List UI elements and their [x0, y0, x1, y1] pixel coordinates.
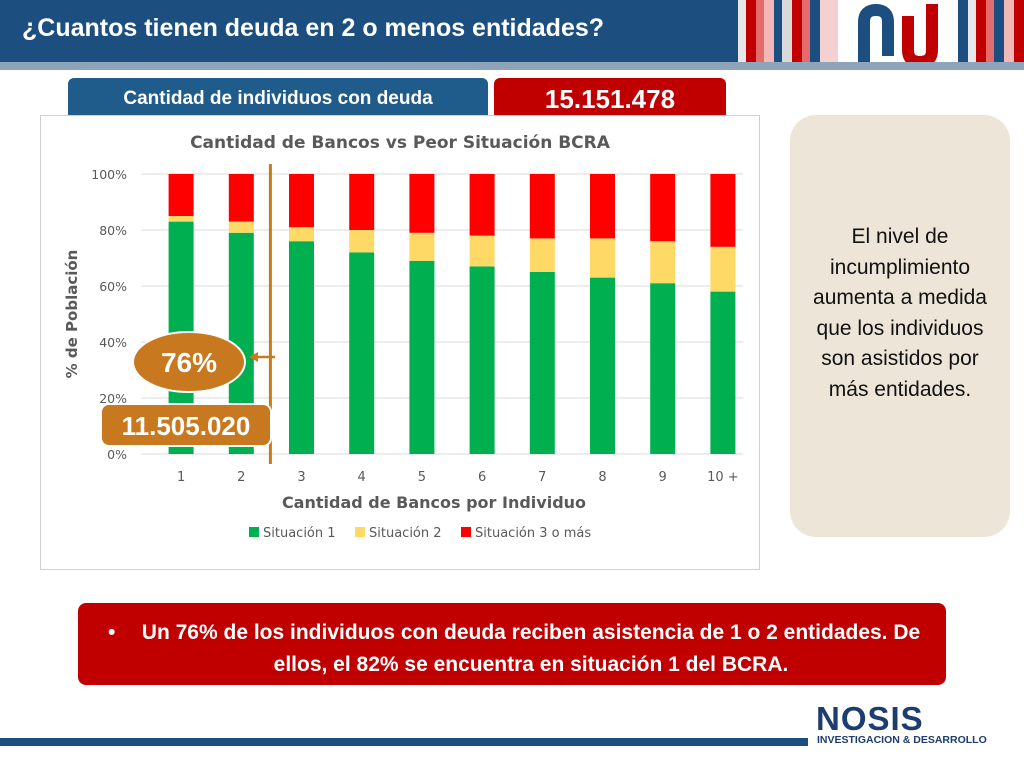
bar-segment-2: [168, 216, 194, 222]
conclusion-box: • Un 76% de los individuos con deuda rec…: [78, 603, 946, 685]
conclusion-text: Un 76% de los individuos con deuda recib…: [141, 621, 921, 676]
decor-stripe: [792, 0, 802, 62]
debtors-label: Cantidad de individuos con deuda: [68, 78, 488, 120]
x-tick-label: 4: [358, 470, 366, 485]
legend-swatch: [461, 527, 471, 537]
x-tick-label: 1: [177, 470, 185, 485]
count-badge: [100, 403, 272, 447]
brand-logo: NOSIS: [816, 700, 924, 737]
x-tick-label: 2: [237, 470, 245, 485]
y-tick-label: 100%: [91, 167, 127, 182]
decor-stripe: [802, 0, 810, 62]
y-tick-label: 20%: [99, 391, 127, 406]
x-tick-label: 8: [598, 470, 606, 485]
legend-swatch: [249, 527, 259, 537]
pointer-arrow-head-icon: [249, 352, 258, 362]
decor-stripe: [782, 0, 792, 62]
x-tick-label: 7: [538, 470, 546, 485]
bar-segment-2: [349, 230, 375, 253]
bar-segment-3: [168, 174, 194, 216]
brand-tagline: INVESTIGACION & DESARROLLO: [817, 734, 987, 746]
bar-segment-3: [409, 174, 435, 233]
decor-stripe: [986, 0, 994, 62]
decor-stripe: [976, 0, 986, 62]
bar-segment-3: [650, 174, 676, 242]
bar-segment-3: [289, 174, 314, 228]
decor-stripe: [764, 0, 774, 62]
bar-segment-3: [590, 174, 615, 239]
page-title: ¿Cuantos tienen deuda en 2 o menos entid…: [22, 14, 605, 42]
debtors-total: 15.151.478: [494, 78, 726, 120]
x-axis-label: Cantidad de Bancos por Individuo: [282, 493, 586, 512]
bar-segment-1: [650, 283, 676, 454]
bar-segment-2: [228, 221, 254, 233]
y-tick-label: 0%: [107, 447, 127, 462]
legend-label: Situación 3 o más: [475, 526, 591, 541]
decor-stripe: [968, 0, 976, 62]
stacked-bar-chart: Cantidad de Bancos vs Peor Situación BCR…: [63, 133, 743, 541]
decor-stripe: [820, 0, 838, 62]
header-underline: [0, 62, 1024, 70]
bar-segment-3: [710, 174, 736, 247]
footer-line: [0, 738, 808, 746]
x-tick-label: 5: [418, 470, 426, 485]
x-tick-label: 3: [297, 470, 305, 485]
decor-stripe: [958, 0, 968, 62]
bar-segment-2: [409, 232, 435, 261]
decor-stripe: [1004, 0, 1014, 62]
header-bar: ¿Cuantos tienen deuda en 2 o menos entid…: [0, 0, 728, 62]
chart-legend: Situación 1 Situación 2 Situación 3 o más: [249, 526, 591, 541]
decor-stripe: [810, 0, 820, 62]
bar-segment-3: [529, 174, 555, 239]
x-tick-labels: 1 2 3 4 5 6 7 8 9 10 +: [177, 470, 739, 485]
bar-segment-1: [409, 260, 435, 454]
bar-segment-2: [469, 235, 495, 267]
x-tick-label: 9: [659, 470, 667, 485]
bar-segment-1: [349, 252, 375, 454]
x-tick-label: 6: [478, 470, 486, 485]
bullet: •: [108, 621, 116, 644]
bar-segment-1: [590, 277, 615, 454]
bar-segment-2: [289, 227, 314, 242]
bar-segment-3: [469, 174, 495, 236]
insight-text: El nivel de incumplimiento aumenta a med…: [813, 225, 987, 401]
decor-stripe: [728, 0, 738, 62]
decor-stripe: [738, 0, 746, 62]
y-tick-label: 40%: [99, 335, 127, 350]
bar-segment-1: [529, 272, 555, 454]
y-tick-labels: 0% 20% 40% 60% 80% 100%: [91, 167, 127, 462]
y-tick-label: 80%: [99, 223, 127, 238]
bar-segment-2: [529, 238, 555, 272]
bar-segment-2: [710, 246, 736, 292]
chart-frame: Cantidad de Bancos vs Peor Situación BCR…: [40, 115, 760, 570]
bar-segment-2: [590, 238, 615, 278]
legend-label: Situación 1: [263, 526, 336, 541]
bar-segment-1: [710, 291, 736, 454]
decor-stripe: [746, 0, 756, 62]
percent-badge-text: 76%: [161, 347, 217, 378]
y-tick-label: 60%: [99, 279, 127, 294]
decor-stripe: [774, 0, 782, 62]
percent-badge: [132, 331, 246, 393]
y-axis-label: % de Población: [63, 250, 81, 379]
bar-segment-2: [650, 241, 676, 284]
count-badge-text: 11.505.020: [122, 411, 251, 441]
x-tick-label: 10 +: [707, 470, 739, 485]
decor-stripe: [756, 0, 764, 62]
decor-stripe: [994, 0, 1004, 62]
chart-annotations: 76% 11.505.020: [100, 164, 275, 464]
insight-panel: [790, 115, 1010, 537]
legend-label: Situación 2: [369, 526, 442, 541]
bar-segment-3: [349, 174, 375, 230]
chart-title: Cantidad de Bancos vs Peor Situación BCR…: [190, 133, 611, 153]
legend-swatch: [355, 527, 365, 537]
bar-segment-1: [469, 266, 495, 454]
header: ¿Cuantos tienen deuda en 2 o menos entid…: [0, 0, 1024, 72]
bar-segment-1: [289, 241, 314, 454]
bar-segment-3: [228, 174, 254, 222]
decor-stripe: [1014, 0, 1024, 62]
